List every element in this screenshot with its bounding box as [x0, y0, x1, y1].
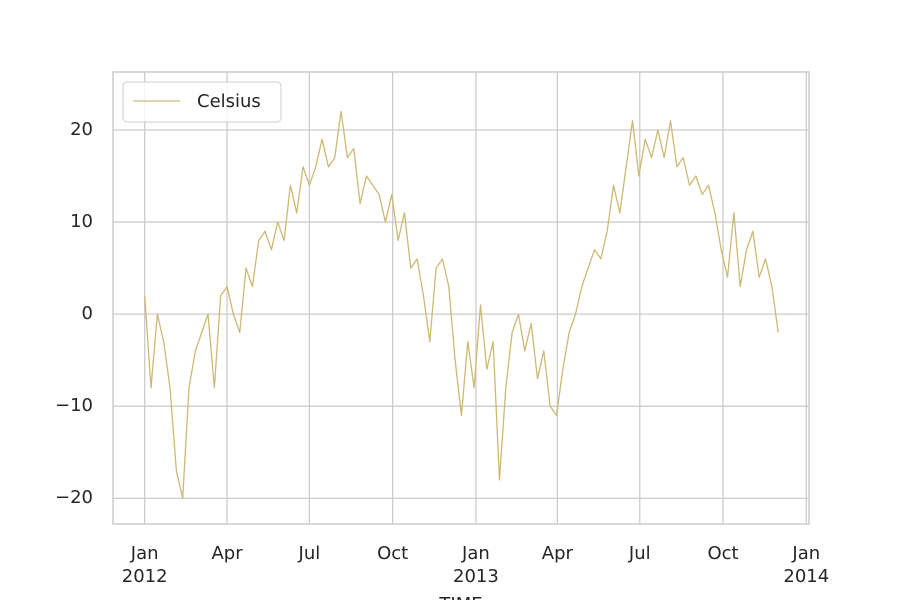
y-tick-label: −20	[55, 487, 93, 508]
y-tick-label: 20	[70, 119, 93, 140]
legend-label: Celsius	[197, 91, 261, 112]
x-tick-label: Jul	[628, 543, 651, 564]
y-tick-label: −10	[55, 395, 93, 416]
x-tick-label: Apr	[541, 543, 573, 564]
data-line	[144, 110, 779, 499]
x-tick-label: Oct	[377, 543, 409, 564]
x-tick-label: Apr	[211, 543, 243, 564]
x-tick-label: Jan 2014	[783, 543, 830, 587]
legend-box	[122, 81, 282, 123]
x-tick-label: Jul	[298, 543, 321, 564]
y-tick-label: 0	[82, 303, 93, 324]
x-tick-label: Jan 2012	[121, 543, 168, 587]
x-tick-label: Jan 2013	[453, 543, 499, 587]
lines	[144, 110, 779, 499]
plot-frame	[112, 71, 810, 525]
plot-area	[113, 72, 809, 524]
x-tick-label: Oct	[707, 543, 739, 564]
x-axis-label: TIME	[438, 594, 482, 600]
legend: Celsius	[122, 81, 282, 123]
y-tick-label: 10	[70, 211, 93, 232]
